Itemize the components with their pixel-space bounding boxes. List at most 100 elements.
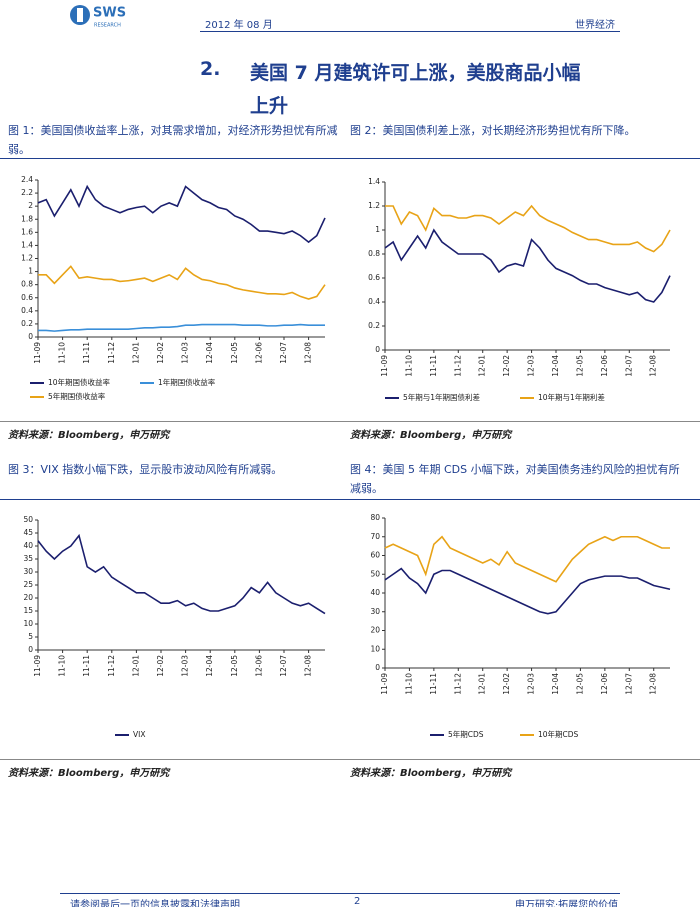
y-tick-label: 1.2 bbox=[368, 201, 380, 210]
page-number: 2 bbox=[354, 896, 361, 907]
y-tick-label: 0.2 bbox=[21, 319, 33, 328]
logo-mark bbox=[77, 8, 83, 22]
series-line bbox=[385, 204, 671, 253]
legend-label: VIX bbox=[133, 730, 145, 739]
x-tick-label: 11-09 bbox=[380, 673, 389, 695]
y-tick-label: 1 bbox=[28, 267, 33, 276]
x-tick-label: 12-05 bbox=[230, 655, 239, 677]
y-tick-label: 50 bbox=[370, 569, 380, 578]
series-line bbox=[38, 323, 325, 332]
logo-sub: RESEARCH bbox=[94, 23, 121, 29]
y-tick-label: 45 bbox=[23, 528, 33, 537]
x-tick-label: 12-07 bbox=[624, 355, 633, 377]
legend-label: 10年期国债收益率 bbox=[48, 377, 111, 387]
y-tick-label: 20 bbox=[370, 626, 380, 635]
x-tick-label: 12-05 bbox=[575, 673, 584, 695]
caption: 图 2：美国国债利差上涨，对长期经济形势担忧有所下降。 bbox=[350, 124, 636, 137]
legend-label: 5年期国债收益率 bbox=[48, 391, 106, 401]
x-tick-label: 11-11 bbox=[429, 355, 438, 377]
source: 资料来源：Bloomberg，申万研究 bbox=[8, 430, 170, 441]
rule bbox=[0, 759, 700, 760]
footer-disclaimer: 请参阅最后一页的信息披露和法律声明 bbox=[70, 900, 240, 907]
x-tick-label: 11-10 bbox=[58, 342, 67, 364]
series-line bbox=[38, 265, 326, 300]
legend-label: 5年期与1年期国债利差 bbox=[403, 392, 481, 402]
logo: SWS RESEARCH bbox=[70, 5, 126, 29]
x-tick-label: 12-03 bbox=[527, 673, 536, 695]
y-tick-label: 0.4 bbox=[21, 306, 33, 315]
section-title: 美国 7 月建筑许可上涨，美股商品小幅 bbox=[250, 62, 581, 84]
source: 资料来源：Bloomberg，申万研究 bbox=[8, 768, 170, 779]
logo-text: SWS bbox=[93, 6, 126, 21]
header-rule bbox=[200, 31, 620, 32]
header-section: 世界经济 bbox=[575, 20, 615, 31]
y-tick-label: 25 bbox=[23, 580, 33, 589]
y-tick-label: 0.4 bbox=[368, 297, 380, 306]
caption: 图 3：VIX 指数小幅下跌，显示股市波动风险有所减弱。 bbox=[8, 463, 283, 476]
x-tick-label: 12-04 bbox=[551, 355, 560, 377]
caption: 图 4：美国 5 年期 CDS 小幅下跌，对美国债务违约风险的担忧有所减弱。 bbox=[350, 463, 680, 495]
x-tick-label: 12-04 bbox=[551, 673, 560, 695]
x-tick-label: 11-09 bbox=[380, 355, 389, 377]
x-tick-label: 12-06 bbox=[254, 342, 263, 364]
y-tick-label: 1.4 bbox=[21, 240, 33, 249]
x-tick-label: 11-09 bbox=[33, 655, 42, 677]
y-tick-label: 10 bbox=[370, 644, 380, 653]
x-tick-label: 12-03 bbox=[527, 355, 536, 377]
y-tick-label: 35 bbox=[23, 554, 33, 563]
rule bbox=[0, 499, 700, 500]
legend-label: 10年期CDS bbox=[538, 729, 579, 739]
x-tick-label: 12-02 bbox=[156, 655, 165, 677]
series-line bbox=[37, 533, 326, 615]
series-line bbox=[384, 567, 671, 615]
x-tick-label: 11-12 bbox=[107, 655, 116, 677]
y-tick-label: 1.6 bbox=[21, 227, 33, 236]
y-tick-label: 20 bbox=[23, 593, 33, 602]
x-tick-label: 12-03 bbox=[181, 655, 190, 677]
y-tick-label: 0.8 bbox=[21, 280, 33, 289]
y-tick-label: 5 bbox=[28, 632, 33, 641]
x-tick-label: 12-01 bbox=[131, 342, 140, 364]
y-tick-label: 0.6 bbox=[21, 293, 33, 302]
x-tick-label: 11-12 bbox=[107, 342, 116, 364]
x-tick-label: 12-05 bbox=[230, 342, 239, 364]
x-tick-label: 11-09 bbox=[33, 342, 42, 364]
x-tick-label: 12-08 bbox=[649, 673, 658, 695]
y-tick-label: 40 bbox=[370, 588, 380, 597]
y-tick-label: 0.6 bbox=[368, 273, 380, 282]
chart: 0 10 20 30 40 50 60 70 80 11-09 11-10 11-11 11-12 12-… bbox=[370, 513, 671, 739]
x-tick-label: 12-06 bbox=[600, 355, 609, 377]
x-tick-label: 11-10 bbox=[404, 355, 413, 377]
y-tick-label: 1.2 bbox=[21, 254, 33, 263]
chart: 0 5 10 15 20 25 30 35 40 45 50 11-09 11-10 11-11 11-12… bbox=[23, 515, 326, 739]
source: 资料来源：Bloomberg，申万研究 bbox=[350, 768, 512, 779]
y-tick-label: 1.8 bbox=[21, 214, 33, 223]
y-tick-label: 15 bbox=[23, 606, 33, 615]
y-tick-label: 0 bbox=[375, 345, 380, 354]
rule bbox=[0, 158, 700, 159]
y-tick-label: 0 bbox=[28, 645, 33, 654]
x-tick-label: 11-11 bbox=[82, 655, 91, 677]
y-tick-label: 50 bbox=[23, 515, 33, 524]
footer-slogan: 申万研究·拓展您的价值 bbox=[515, 900, 619, 907]
y-tick-label: 70 bbox=[370, 532, 380, 541]
y-tick-label: 10 bbox=[23, 619, 33, 628]
legend-label: 10年期与1年期利差 bbox=[538, 392, 605, 402]
x-tick-label: 11-11 bbox=[82, 342, 91, 364]
x-tick-label: 12-07 bbox=[624, 673, 633, 695]
x-tick-label: 12-05 bbox=[575, 355, 584, 377]
x-tick-label: 12-07 bbox=[279, 655, 288, 677]
footer-rule bbox=[60, 893, 620, 894]
x-tick-label: 12-06 bbox=[600, 673, 609, 695]
series-line bbox=[37, 184, 326, 244]
chart: 0 0.2 0.4 0.6 0.8 1 1.2 1.4 11-09 11-10 11-11 11-12… bbox=[368, 177, 671, 402]
y-tick-label: 1 bbox=[375, 225, 380, 234]
y-tick-label: 2.2 bbox=[21, 188, 33, 197]
series-line bbox=[384, 228, 671, 303]
rule bbox=[0, 421, 700, 422]
y-tick-label: 30 bbox=[23, 567, 33, 576]
y-tick-label: 0 bbox=[375, 663, 380, 672]
y-tick-label: 0 bbox=[28, 332, 33, 341]
x-tick-label: 12-08 bbox=[304, 342, 313, 364]
